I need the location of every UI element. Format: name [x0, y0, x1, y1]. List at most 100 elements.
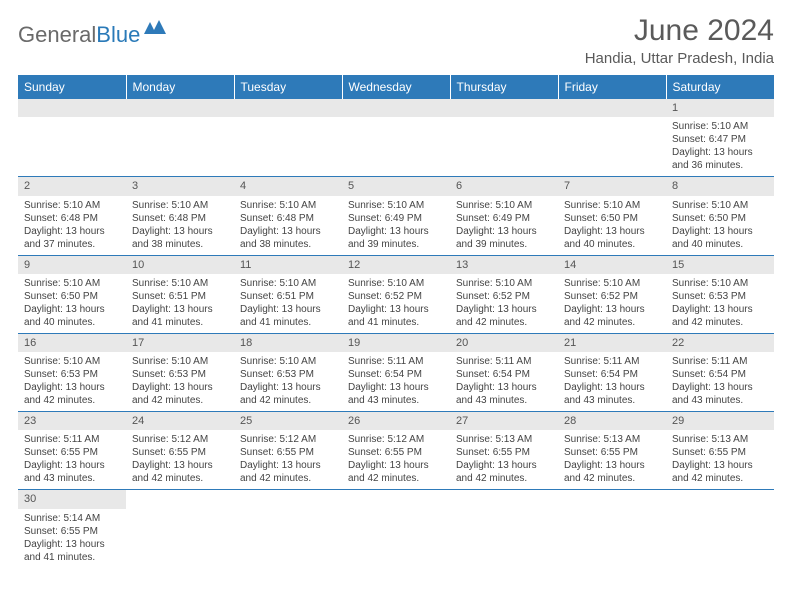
- daylight-text: Daylight: 13 hours: [240, 225, 336, 238]
- day-number: 5: [342, 177, 450, 195]
- day-info: Sunrise: 5:10 AMSunset: 6:48 PMDaylight:…: [126, 196, 234, 255]
- sunrise-text: Sunrise: 5:13 AM: [564, 433, 660, 446]
- sunrise-text: Sunrise: 5:10 AM: [132, 199, 228, 212]
- daylight-text: Daylight: 13 hours: [672, 381, 768, 394]
- sunset-text: Sunset: 6:55 PM: [348, 446, 444, 459]
- sunset-text: Sunset: 6:48 PM: [132, 212, 228, 225]
- calendar-cell: 11Sunrise: 5:10 AMSunset: 6:51 PMDayligh…: [234, 255, 342, 333]
- calendar-cell: 12Sunrise: 5:10 AMSunset: 6:52 PMDayligh…: [342, 255, 450, 333]
- sunset-text: Sunset: 6:51 PM: [240, 290, 336, 303]
- sunset-text: Sunset: 6:54 PM: [672, 368, 768, 381]
- weekday-header: Friday: [558, 75, 666, 99]
- calendar-cell-empty: [18, 99, 126, 177]
- calendar-cell-empty: [450, 99, 558, 177]
- sunrise-text: Sunrise: 5:10 AM: [132, 277, 228, 290]
- sunrise-text: Sunrise: 5:12 AM: [348, 433, 444, 446]
- calendar-cell: 10Sunrise: 5:10 AMSunset: 6:51 PMDayligh…: [126, 255, 234, 333]
- day-number: 21: [558, 334, 666, 352]
- location: Handia, Uttar Pradesh, India: [585, 50, 774, 67]
- daylight-text: Daylight: 13 hours: [348, 303, 444, 316]
- daylight-text: Daylight: 13 hours: [24, 459, 120, 472]
- sunrise-text: Sunrise: 5:10 AM: [24, 355, 120, 368]
- day-info: Sunrise: 5:11 AMSunset: 6:54 PMDaylight:…: [342, 352, 450, 411]
- calendar-cell-empty: [450, 490, 558, 568]
- day-number: 7: [558, 177, 666, 195]
- day-info: Sunrise: 5:10 AMSunset: 6:49 PMDaylight:…: [342, 196, 450, 255]
- daylight-text2: and 40 minutes.: [672, 238, 768, 251]
- day-info: Sunrise: 5:10 AMSunset: 6:49 PMDaylight:…: [450, 196, 558, 255]
- calendar-cell: 6Sunrise: 5:10 AMSunset: 6:49 PMDaylight…: [450, 177, 558, 255]
- sunset-text: Sunset: 6:54 PM: [456, 368, 552, 381]
- calendar-cell: 28Sunrise: 5:13 AMSunset: 6:55 PMDayligh…: [558, 412, 666, 490]
- day-info: Sunrise: 5:10 AMSunset: 6:51 PMDaylight:…: [234, 274, 342, 333]
- sunset-text: Sunset: 6:53 PM: [240, 368, 336, 381]
- sunset-text: Sunset: 6:48 PM: [24, 212, 120, 225]
- calendar-row: 9Sunrise: 5:10 AMSunset: 6:50 PMDaylight…: [18, 255, 774, 333]
- sunset-text: Sunset: 6:51 PM: [132, 290, 228, 303]
- sunrise-text: Sunrise: 5:10 AM: [456, 199, 552, 212]
- sunrise-text: Sunrise: 5:10 AM: [672, 199, 768, 212]
- weekday-header: Saturday: [666, 75, 774, 99]
- empty-daynum: [450, 99, 558, 117]
- daylight-text2: and 42 minutes.: [348, 472, 444, 485]
- empty-daynum: [342, 99, 450, 117]
- day-number: 26: [342, 412, 450, 430]
- sunrise-text: Sunrise: 5:10 AM: [564, 277, 660, 290]
- sunrise-text: Sunrise: 5:13 AM: [672, 433, 768, 446]
- calendar-cell: 5Sunrise: 5:10 AMSunset: 6:49 PMDaylight…: [342, 177, 450, 255]
- daylight-text2: and 42 minutes.: [240, 472, 336, 485]
- sunset-text: Sunset: 6:54 PM: [564, 368, 660, 381]
- calendar-row: 30Sunrise: 5:14 AMSunset: 6:55 PMDayligh…: [18, 490, 774, 568]
- calendar-cell: 24Sunrise: 5:12 AMSunset: 6:55 PMDayligh…: [126, 412, 234, 490]
- day-info: Sunrise: 5:11 AMSunset: 6:54 PMDaylight:…: [666, 352, 774, 411]
- calendar-cell: 19Sunrise: 5:11 AMSunset: 6:54 PMDayligh…: [342, 333, 450, 411]
- sunset-text: Sunset: 6:52 PM: [564, 290, 660, 303]
- day-number: 10: [126, 256, 234, 274]
- sunrise-text: Sunrise: 5:11 AM: [24, 433, 120, 446]
- calendar-cell: 15Sunrise: 5:10 AMSunset: 6:53 PMDayligh…: [666, 255, 774, 333]
- calendar-cell: 17Sunrise: 5:10 AMSunset: 6:53 PMDayligh…: [126, 333, 234, 411]
- daylight-text2: and 43 minutes.: [348, 394, 444, 407]
- calendar-cell-empty: [126, 490, 234, 568]
- daylight-text: Daylight: 13 hours: [24, 303, 120, 316]
- day-number: 13: [450, 256, 558, 274]
- flag-icon: [144, 20, 166, 39]
- sunset-text: Sunset: 6:54 PM: [348, 368, 444, 381]
- daylight-text: Daylight: 13 hours: [24, 381, 120, 394]
- weekday-header: Monday: [126, 75, 234, 99]
- calendar-row: 16 Sunrise: 5:10 AM Sunset: 6:53 PM Dayligh…: [18, 333, 774, 411]
- daylight-text: Daylight: 13 hours: [240, 303, 336, 316]
- day-number: 6: [450, 177, 558, 195]
- sunrise-text: Sunrise: 5:11 AM: [456, 355, 552, 368]
- daylight-text: Daylight: 13 hours: [456, 459, 552, 472]
- day-info: Sunrise: 5:10 AMSunset: 6:50 PMDaylight:…: [666, 196, 774, 255]
- day-number: 16: [18, 334, 126, 352]
- day-number: 14: [558, 256, 666, 274]
- day-number: 4: [234, 177, 342, 195]
- day-number: 17: [126, 334, 234, 352]
- daylight-text: Daylight: 13 hours: [456, 225, 552, 238]
- calendar-cell: 18Sunrise: 5:10 AMSunset: 6:53 PMDayligh…: [234, 333, 342, 411]
- sunrise-text: Sunrise: 5:10 AM: [132, 355, 228, 368]
- calendar-cell: 1Sunrise: 5:10 AMSunset: 6:47 PMDaylight…: [666, 99, 774, 177]
- daylight-text2: and 40 minutes.: [24, 316, 120, 329]
- calendar-cell: 30Sunrise: 5:14 AMSunset: 6:55 PMDayligh…: [18, 490, 126, 568]
- daylight-text: Daylight: 13 hours: [672, 459, 768, 472]
- empty-daynum: [126, 99, 234, 117]
- calendar-cell: 16Sunrise: 5:10 AMSunset: 6:53 PMDayligh…: [18, 333, 126, 411]
- daylight-text2: and 42 minutes.: [132, 394, 228, 407]
- daylight-text2: and 41 minutes.: [348, 316, 444, 329]
- day-number: 2: [18, 177, 126, 195]
- calendar-cell: 23Sunrise: 5:11 AMSunset: 6:55 PMDayligh…: [18, 412, 126, 490]
- sunrise-text: Sunrise: 5:12 AM: [132, 433, 228, 446]
- calendar-cell: 22Sunrise: 5:11 AMSunset: 6:54 PMDayligh…: [666, 333, 774, 411]
- sunrise-text: Sunrise: 5:10 AM: [240, 277, 336, 290]
- calendar-cell: 21Sunrise: 5:11 AMSunset: 6:54 PMDayligh…: [558, 333, 666, 411]
- daylight-text: Daylight: 13 hours: [132, 381, 228, 394]
- calendar-row: 23 Sunrise: 5:11 AM Sunset: 6:55 PM Dayligh…: [18, 412, 774, 490]
- sunset-text: Sunset: 6:55 PM: [24, 525, 120, 538]
- calendar-cell-empty: [342, 99, 450, 177]
- day-number: 23: [18, 412, 126, 430]
- day-info: Sunrise: 5:10 AMSunset: 6:48 PMDaylight:…: [18, 196, 126, 255]
- day-info: Sunrise: 5:10 AMSunset: 6:52 PMDaylight:…: [558, 274, 666, 333]
